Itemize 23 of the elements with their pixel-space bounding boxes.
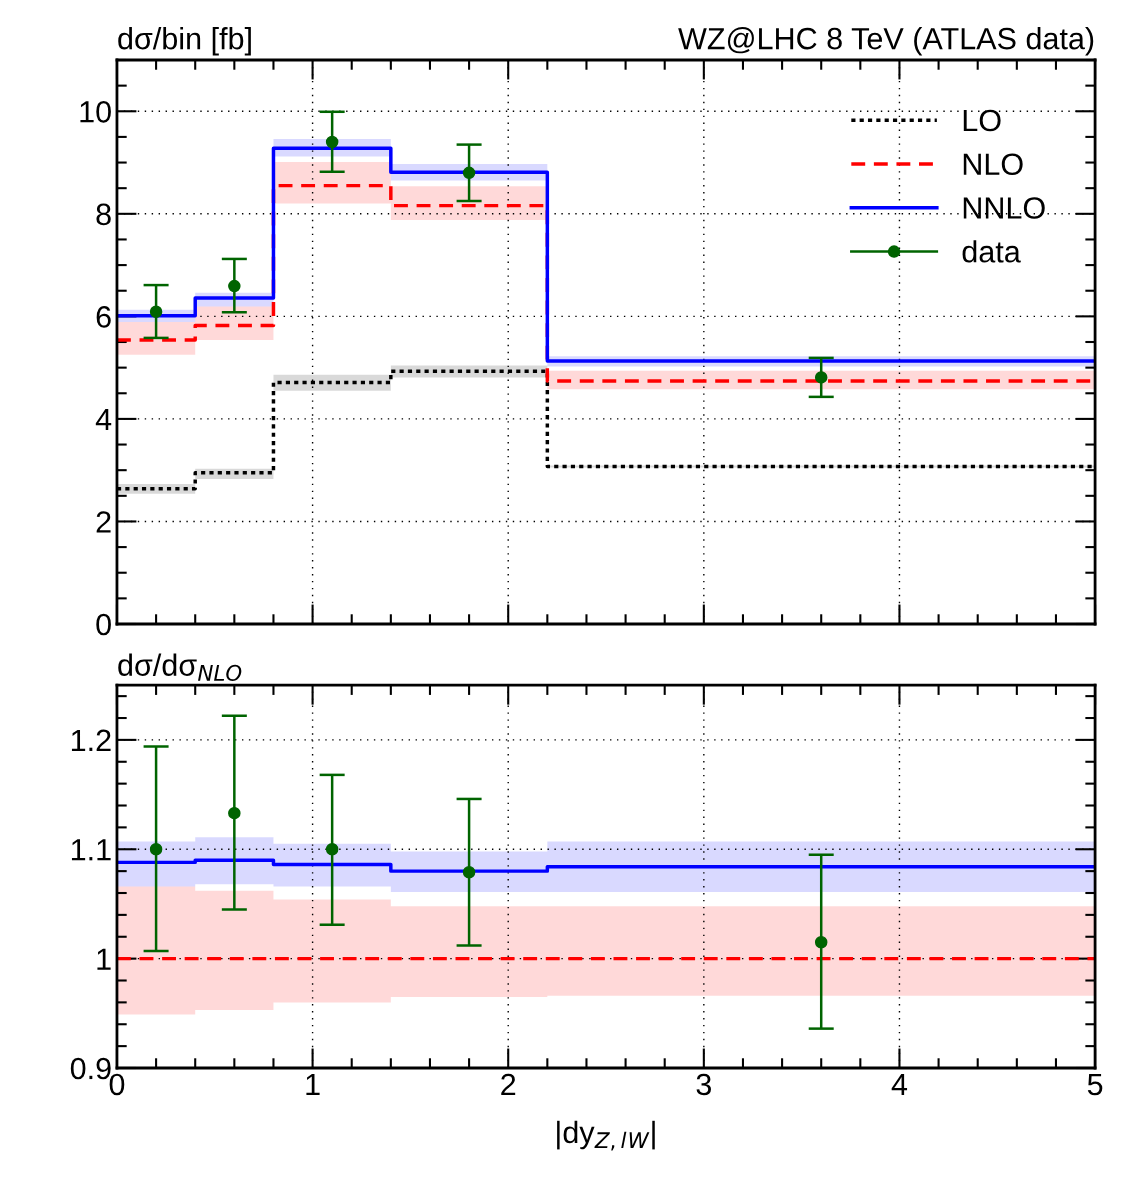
y-tick-label: 8	[96, 203, 111, 226]
legend-label: NLO	[963, 153, 1023, 176]
x-axis-title: |dy$_{Z,lW}$|	[557, 1120, 655, 1151]
x-tick-label: 1	[306, 1073, 320, 1095]
x-tick-label: 5	[1087, 1073, 1103, 1096]
x-tick-label: 2	[501, 1073, 516, 1095]
y-tick-label: 6	[96, 306, 111, 328]
legend-label: LO	[963, 109, 1001, 132]
chart-title: WZ@LHC 8 TeV (ATLAS data)	[678, 27, 1094, 56]
y-tick-label: 10	[80, 101, 111, 123]
y-tick-label: 1.1	[71, 839, 111, 861]
y-axis-title: dσ/bin [fb]	[118, 27, 251, 56]
legend-label: NNLO	[963, 197, 1045, 219]
y-tick-label: 0	[96, 613, 111, 636]
legend-label: data	[962, 240, 1021, 263]
y-tick-label: 0.9	[70, 1057, 111, 1080]
x-tick-label: 3	[696, 1073, 711, 1096]
y-tick-label: 4	[95, 408, 112, 430]
y-tick-label: 1.2	[71, 729, 111, 751]
y-tick-label: 1	[97, 948, 111, 970]
y-axis-title: dσ/dσ$_{NLO}$	[118, 653, 242, 681]
x-tick-label: 4	[891, 1073, 908, 1095]
y-tick-label: 2	[96, 511, 111, 533]
